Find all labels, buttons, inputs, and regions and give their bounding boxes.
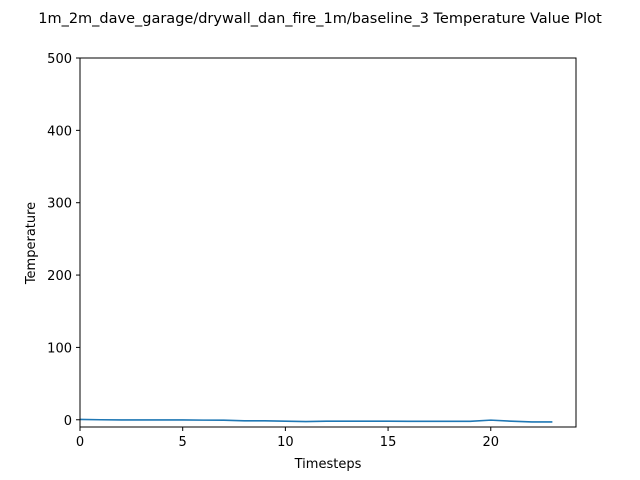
plot-frame (79, 57, 577, 428)
chart-title: 1m_2m_dave_garage/drywall_dan_fire_1m/ba… (38, 11, 602, 27)
y-tick-label: 0 (64, 414, 72, 429)
y-tick-label: 300 (47, 197, 72, 212)
plot-area (79, 418, 553, 423)
y-tick-label: 100 (47, 341, 72, 356)
x-tick-label: 15 (380, 435, 397, 450)
x-axis-label: Timesteps (294, 457, 362, 472)
x-tick-label: 5 (179, 435, 187, 450)
y-tick-label: 200 (47, 269, 72, 284)
x-axis: 0 5 10 15 20 (76, 427, 499, 450)
y-tick-label: 500 (47, 52, 72, 67)
x-tick-label: 20 (482, 435, 499, 450)
temperature-series-line (79, 418, 553, 423)
y-tick-label: 400 (47, 124, 72, 139)
x-tick-label: 10 (277, 435, 294, 450)
y-axis-label: Temperature (24, 202, 39, 285)
x-tick-label: 0 (76, 435, 84, 450)
y-axis: 0 100 200 300 400 500 (47, 52, 80, 429)
